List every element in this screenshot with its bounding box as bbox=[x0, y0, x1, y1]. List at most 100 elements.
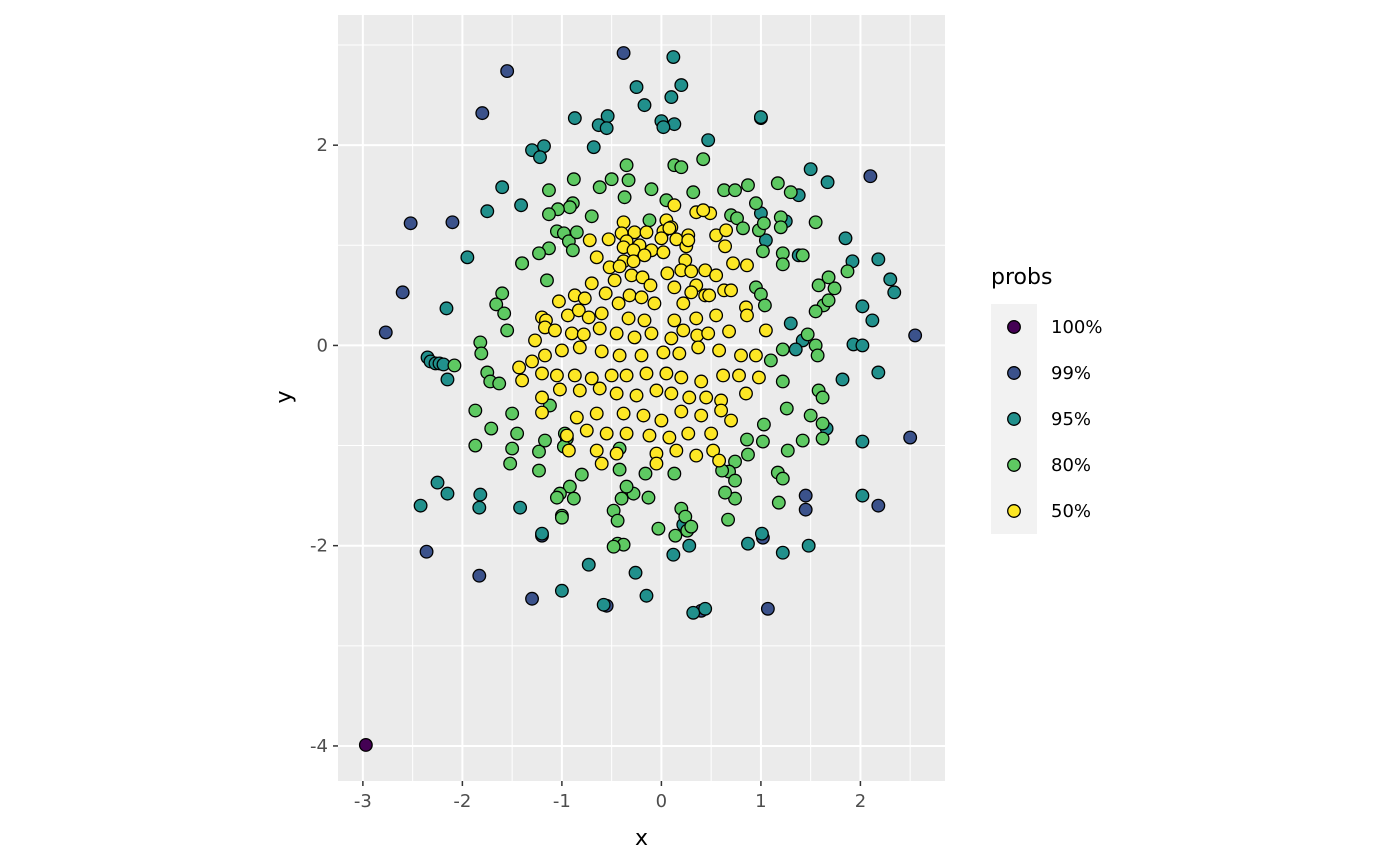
data-point bbox=[706, 443, 721, 458]
data-point bbox=[639, 366, 654, 381]
x-axis-title: x bbox=[635, 826, 648, 851]
data-point bbox=[582, 233, 597, 248]
data-point bbox=[667, 198, 682, 213]
data-point bbox=[554, 510, 569, 525]
x-tick-label: 2 bbox=[855, 791, 866, 812]
data-point bbox=[840, 264, 855, 279]
data-point bbox=[609, 326, 624, 341]
data-point bbox=[581, 310, 596, 325]
data-point bbox=[714, 403, 729, 418]
data-point bbox=[592, 180, 607, 195]
data-point bbox=[489, 297, 504, 312]
data-point bbox=[634, 290, 649, 305]
data-point bbox=[643, 278, 658, 293]
data-point bbox=[636, 408, 651, 423]
data-point bbox=[513, 500, 528, 515]
data-point bbox=[505, 441, 520, 456]
legend-key bbox=[1007, 366, 1021, 380]
data-point bbox=[594, 456, 609, 471]
data-point bbox=[668, 528, 683, 543]
data-point bbox=[413, 498, 428, 513]
data-point bbox=[565, 243, 580, 258]
data-point bbox=[468, 438, 483, 453]
data-point bbox=[606, 539, 621, 554]
data-point bbox=[674, 370, 689, 385]
data-point bbox=[756, 216, 771, 231]
data-point bbox=[775, 342, 790, 357]
data-point bbox=[763, 353, 778, 368]
data-point bbox=[566, 491, 581, 506]
data-point bbox=[599, 121, 614, 136]
data-point bbox=[576, 327, 591, 342]
data-point bbox=[562, 479, 577, 494]
data-point bbox=[740, 308, 754, 323]
data-point bbox=[689, 448, 704, 463]
data-point bbox=[798, 502, 813, 517]
data-point bbox=[572, 383, 587, 398]
data-point bbox=[577, 291, 592, 306]
data-point bbox=[535, 366, 549, 381]
data-point bbox=[838, 231, 853, 246]
data-point bbox=[609, 446, 624, 461]
data-point bbox=[718, 239, 733, 254]
data-point bbox=[908, 328, 923, 343]
x-axis: -3 -2 -1 0 1 2 bbox=[354, 781, 866, 812]
data-point bbox=[637, 98, 652, 113]
y-tick-label: 0 bbox=[317, 335, 328, 356]
data-point bbox=[835, 372, 850, 387]
data-point bbox=[475, 106, 490, 121]
data-point bbox=[562, 200, 577, 215]
data-point bbox=[358, 738, 373, 752]
data-point bbox=[538, 348, 552, 363]
data-point bbox=[567, 111, 582, 126]
data-point bbox=[696, 152, 711, 167]
data-point bbox=[584, 371, 599, 386]
data-point bbox=[691, 340, 706, 355]
data-point bbox=[616, 406, 631, 421]
data-point bbox=[642, 428, 657, 443]
data-point bbox=[579, 423, 594, 438]
data-point bbox=[647, 296, 662, 311]
y-axis: -4 -2 0 2 bbox=[310, 135, 338, 757]
data-point bbox=[659, 366, 674, 381]
data-point bbox=[748, 348, 763, 363]
data-point bbox=[740, 432, 754, 447]
x-tick-label: 0 bbox=[656, 791, 667, 812]
data-point bbox=[712, 343, 727, 358]
data-point bbox=[604, 368, 619, 383]
data-point bbox=[855, 434, 870, 449]
data-point bbox=[699, 390, 714, 405]
data-point bbox=[614, 491, 629, 506]
data-point bbox=[820, 175, 835, 190]
data-point bbox=[722, 324, 737, 339]
data-point bbox=[559, 428, 574, 443]
data-point bbox=[589, 443, 604, 458]
data-point bbox=[639, 225, 654, 240]
data-point bbox=[883, 272, 898, 287]
data-point bbox=[676, 323, 691, 338]
data-point bbox=[639, 588, 654, 603]
data-point bbox=[532, 463, 546, 478]
data-point bbox=[610, 513, 625, 528]
data-point bbox=[758, 323, 773, 338]
legend-title: probs bbox=[991, 265, 1052, 290]
data-point bbox=[716, 368, 731, 383]
data-point bbox=[728, 454, 742, 469]
data-point bbox=[751, 370, 766, 385]
data-point bbox=[803, 408, 818, 423]
data-point bbox=[564, 326, 579, 341]
data-point bbox=[626, 254, 641, 269]
data-point bbox=[701, 326, 716, 341]
data-point bbox=[589, 406, 604, 421]
data-point bbox=[574, 467, 589, 482]
x-tick-label: -2 bbox=[453, 791, 471, 812]
data-point bbox=[569, 225, 584, 240]
data-point bbox=[755, 244, 770, 259]
data-point bbox=[495, 180, 510, 195]
data-point bbox=[757, 298, 772, 313]
data-point bbox=[629, 388, 644, 403]
data-point bbox=[704, 426, 719, 441]
data-point bbox=[510, 426, 525, 441]
data-point bbox=[728, 491, 742, 506]
data-point bbox=[855, 299, 870, 314]
